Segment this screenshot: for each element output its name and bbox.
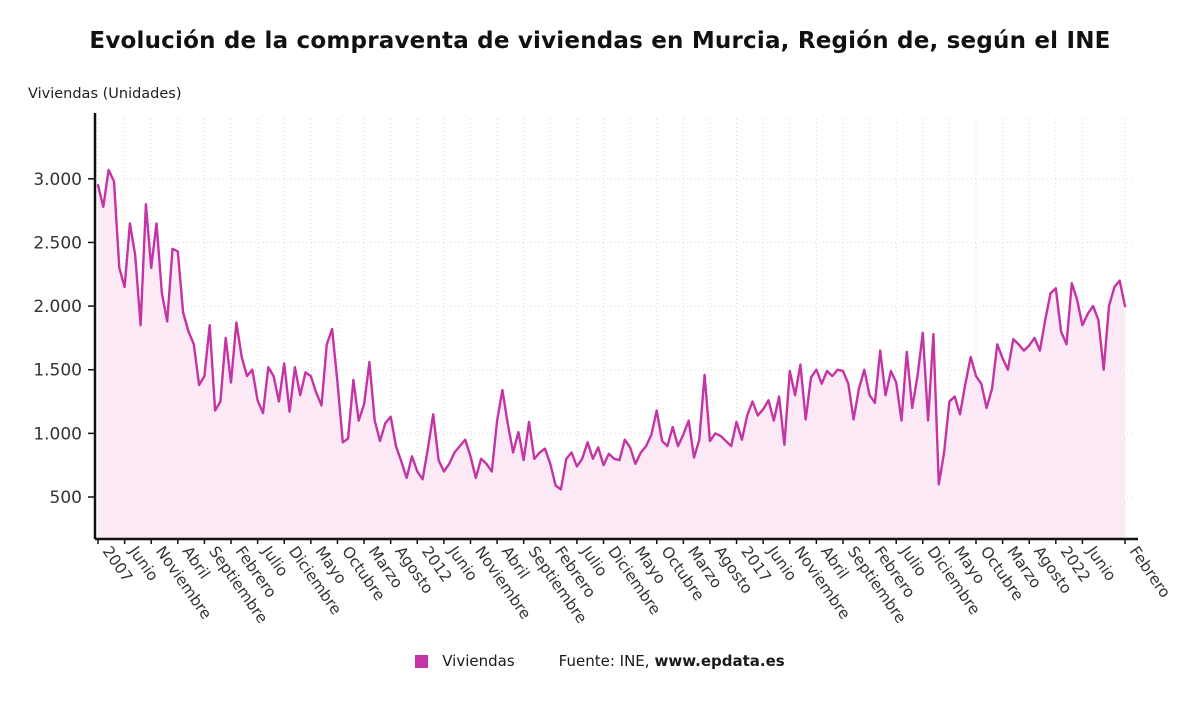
y-tick-label: 1.500 [33, 361, 82, 381]
data-line [96, 168, 1127, 491]
y-tick-label: 2.000 [33, 297, 82, 317]
area-fill [98, 169, 1125, 539]
page-title: Evolución de la compraventa de viviendas… [89, 28, 1111, 54]
legend-label: Viviendas [442, 652, 515, 670]
source-text: Fuente: INE, www.epdata.es [559, 652, 785, 670]
y-tick-label: 3.000 [33, 170, 82, 190]
legend: Viviendas Fuente: INE, www.epdata.es [0, 648, 1200, 674]
y-tick-label: 500 [50, 488, 82, 508]
source-prefix: Fuente: INE, [558, 652, 650, 670]
series-area [96, 168, 1127, 539]
x-tick-label: Febrero [1126, 543, 1174, 601]
axes [88, 113, 1138, 544]
chart-svg: 5001.0001.5002.0002.5003.0002007JunioNov… [33, 113, 1174, 627]
legend-swatch-viviendas [415, 654, 429, 668]
y-axis-title: Viviendas (Unidades) [28, 86, 182, 102]
y-tick-label: 1.000 [33, 424, 82, 444]
y-tick-label: 2.500 [33, 233, 82, 253]
source-link[interactable]: www.epdata.es [654, 652, 785, 670]
tick-labels: 5001.0001.5002.0002.5003.0002007JunioNov… [33, 170, 1174, 627]
line-area-chart: 500 1.000 1.500 2.000 2.500 3.000 2007 Junio Nov… [0, 104, 1200, 644]
